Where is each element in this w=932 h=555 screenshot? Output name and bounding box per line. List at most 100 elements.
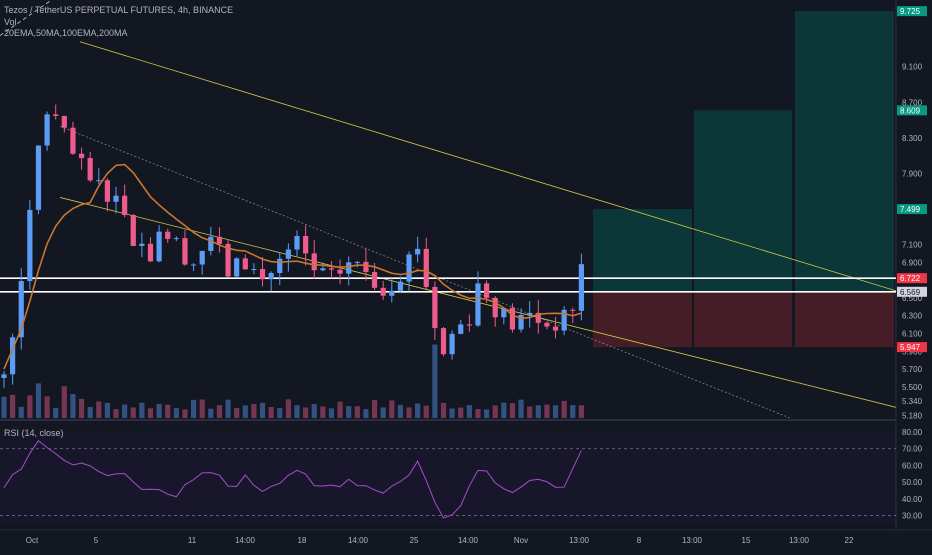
target-zone-1 [593,209,692,292]
candle [44,114,49,145]
volume-bar [458,408,463,418]
volume-bar [475,409,480,418]
candle [355,262,360,263]
symbol-title: Tezos / TetherUS PERPETUAL FUTURES, 4h, … [4,5,233,15]
candle [277,259,282,273]
volume-bar [10,395,15,418]
volume-bar [62,386,67,418]
time-tick-label: 8 [637,536,642,545]
volume-bar [148,408,153,418]
price-tick-label: 6.100 [902,330,923,339]
volume-bar [372,400,377,418]
candle [113,196,118,202]
candle [570,310,575,311]
volume-bar [131,407,136,418]
volume-label: Vol [4,17,17,27]
volume-bar [337,402,342,418]
volume-bar [165,405,170,418]
price-tick-label: 5.340 [902,397,923,406]
price-badge-label: 8.609 [900,106,921,115]
candle [217,237,222,244]
price-badge-label: 9.725 [900,7,921,16]
rsi-tick-label: 40.00 [902,495,923,504]
candle [475,283,480,325]
price-tick-label: 7.100 [902,241,923,250]
candle [62,116,67,128]
candle [122,196,127,215]
time-tick-label: 22 [845,536,854,545]
volume-bar [493,406,498,418]
volume-bar [269,407,274,418]
volume-bar [157,404,162,418]
rsi-tick-label: 30.00 [902,512,923,521]
candle [467,324,472,325]
candle [544,323,549,327]
candle [131,215,136,246]
volume-bar [1,397,6,418]
volume-bar [53,408,58,418]
time-tick-label: Nov [514,536,528,545]
time-tick-label: 25 [410,536,419,545]
price-tick-label: 9.100 [902,63,923,72]
volume-bar [234,408,239,418]
volume-bar [518,400,523,418]
volume-bar [303,407,308,418]
volume-bar [432,344,437,418]
time-tick-label: 14:00 [458,536,479,545]
price-badge-label: 7.499 [900,205,921,214]
candle [337,270,342,274]
volume-bar [79,399,84,418]
price-tick-label: 5.180 [902,411,923,420]
volume-bar [122,405,127,418]
candle [286,250,291,259]
candle [36,146,41,210]
candle [484,283,489,297]
candle [579,264,584,311]
time-tick-label: Oct [26,536,39,545]
volume-bar [544,405,549,418]
candle [260,269,265,279]
stop-zone-3 [795,292,894,347]
candle [243,258,248,269]
volume-bar [346,406,351,418]
volume-bar [243,405,248,418]
time-tick-label: 13:00 [682,536,703,545]
candle [139,244,144,246]
price-tick-label: 7.900 [902,169,923,178]
candle [303,236,308,253]
candle [53,114,58,116]
volume-bar [27,395,32,418]
candle [441,328,446,354]
candle [157,232,162,262]
volume-bar [355,406,360,418]
price-badge-label: 6.569 [900,288,921,297]
time-tick-label: 15 [742,536,751,545]
price-tick-label: 6.300 [902,312,923,321]
price-tick-label: 5.700 [902,365,923,374]
volume-bar [36,383,41,418]
price-badge-label: 5.947 [900,343,921,352]
volume-bar [260,403,265,418]
volume-bar [113,409,118,418]
time-tick-label: 13:00 [789,536,810,545]
volume-bar [329,408,334,418]
volume-bar [484,409,489,418]
volume-bar [570,405,575,418]
price-tick-label: 6.900 [902,258,923,267]
candle [381,288,386,296]
candle [10,337,15,374]
volume-bar [251,404,256,418]
price-badge-label: 6.722 [900,274,921,283]
candle [70,128,75,154]
candle [27,210,32,281]
candle [174,238,179,239]
candle [234,258,239,276]
candle [1,374,6,378]
volume-bar [527,406,532,418]
candle [105,180,110,202]
volume-bar [381,407,386,418]
target-zone-2 [694,110,792,291]
volume-bar [217,405,222,418]
